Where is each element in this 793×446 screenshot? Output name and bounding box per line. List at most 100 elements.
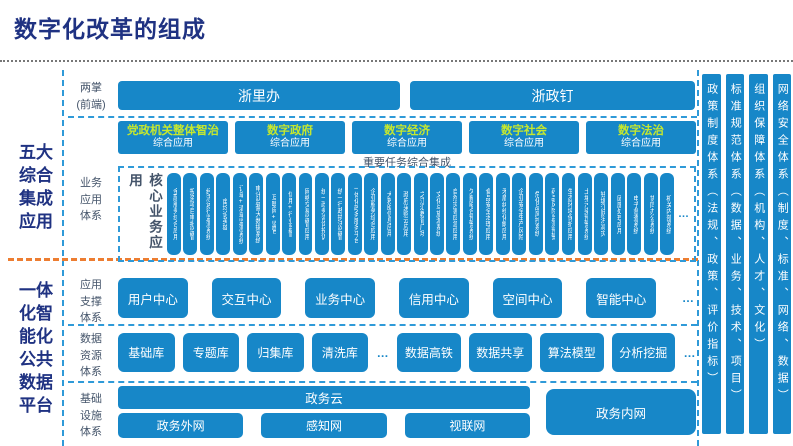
support-center-box: 智能中心 <box>586 278 657 318</box>
core-app-bar: 大救助信息应用 <box>380 173 395 255</box>
data-row-label: 数据资源体系 <box>66 331 116 381</box>
core-app-bar-label: 政府采购云应用 <box>401 191 408 237</box>
five-apps-row: 党政机关整体智治 综合应用 数字政府 综合应用 数字经济 综合应用 数字社会 综… <box>118 121 696 154</box>
comprehensive-app-subtitle: 综合应用 <box>153 138 193 150</box>
core-app-bar-label: 投资项目审批监管 <box>187 188 194 240</box>
gov-network-box: 视联网 <box>404 413 530 438</box>
page-title: 数字化改革的组成 <box>14 16 206 42</box>
business-row-label: 业务应用体系 <box>66 175 116 225</box>
support-row-label-text: 应用支撑体系 <box>80 279 102 324</box>
data-services: 数据高铁 数据共享 算法模型 分析挖掘 <box>397 333 675 372</box>
core-app-bar: 土壤污染预警系统 <box>577 173 592 255</box>
support-center-box: 交互中心 <box>211 278 282 318</box>
core-app-bar: 药品风险监测预警 <box>545 173 559 255</box>
core-app-bar: 投资项目审批监管 <box>183 173 198 255</box>
data-libraries: 基础库 专题库 归集库 清洗库 <box>118 333 369 372</box>
data-service-box: 算法模型 <box>540 333 604 372</box>
data-library-box: 归集库 <box>247 333 304 372</box>
guarantee-column: 组织保障体系（机构、人才、文化） <box>749 74 768 434</box>
core-apps-ellipsis: … <box>678 208 689 220</box>
gov-network-box: 感知网 <box>261 413 387 438</box>
data-library-box: 专题库 <box>182 333 240 372</box>
comprehensive-app-name: 数字法治 <box>618 125 664 138</box>
core-app-bar: 网络交易监管应用 <box>298 173 313 255</box>
front-row-label: 两掌 (前端) <box>66 80 116 113</box>
guarantee-column: 标准规范体系（数据、业务、技术、项目） <box>725 74 744 434</box>
core-apps-bars: 金融服务综合应用 投资项目审批监管 经济运行监测系统 亩均论英雄 订单+清单监测… <box>167 173 675 255</box>
core-apps-label-text: 核心业务应用 <box>127 173 162 251</box>
front-row-label-line2: (前端) <box>76 98 106 111</box>
core-app-bar: 亩均论英雄 <box>216 173 231 255</box>
core-app-bar-label: 电子督查系统 <box>631 194 638 234</box>
core-app-bar-label: 企业服务综合应用 <box>368 188 375 240</box>
title-divider <box>0 60 793 62</box>
core-app-bar: 统一行政执法监管 <box>331 173 346 255</box>
comprehensive-app-subtitle: 综合应用 <box>270 138 310 150</box>
core-app-bar-label: 机关内部系统 <box>664 194 671 234</box>
left-label-platform: 一体化智能化公共数据平台 <box>19 281 53 415</box>
comprehensive-app-subtitle: 综合应用 <box>387 138 427 150</box>
data-service-box: 数据高铁 <box>397 333 461 372</box>
guarantee-column-text: 组织保障体系（机构、人才、文化） <box>752 83 765 355</box>
core-app-bar-label: 钱塘江防洪减灾 <box>598 191 605 237</box>
data-library-box: 基础库 <box>118 333 175 372</box>
right-dashed-border <box>697 70 699 446</box>
guarantee-column-text: 政策制度体系（法规、政策、评价指标） <box>705 83 718 389</box>
core-app-bar: 金融服务综合应用 <box>167 173 181 255</box>
support-ellipsis: … <box>682 291 694 305</box>
core-app-bar: 生态环境保护应用 <box>561 173 576 255</box>
comprehensive-app-name: 数字经济 <box>384 125 430 138</box>
core-app-bar-label: 矛盾纠纷化解应用 <box>500 188 507 240</box>
dashed-divider-support <box>68 324 697 326</box>
guarantee-column-text: 网络安全体系（制度、标准、网络、数据） <box>776 83 789 406</box>
core-app-bar-label: 欠薪联合预警系统 <box>467 188 474 240</box>
core-app-bar-label: 生态环境保护应用 <box>565 188 572 240</box>
core-app-bar-label: 统一行政执法监管 <box>335 188 342 240</box>
core-app-bar: 之江汇教育广场 <box>413 173 428 255</box>
core-app-bar-label: 药品风险监测预警 <box>549 188 556 240</box>
gov-cloud-box: 政务云 <box>118 386 530 409</box>
core-app-bar: 食品安全治理应用 <box>479 173 494 255</box>
core-app-bar: 政府采购云应用 <box>397 173 412 255</box>
core-app-bar-label: 危化品风控系统 <box>533 191 539 237</box>
core-app-bar: 矛盾纠纷化解应用 <box>495 173 510 255</box>
data-row-label-text: 数据资源体系 <box>80 333 102 378</box>
core-app-bar-label: 亩均论英雄 <box>220 197 227 231</box>
front-row-label-line1: 两掌 <box>80 82 102 94</box>
core-app-bar: 危化品风控系统 <box>528 173 543 255</box>
core-app-bar: 自然灾害应急应用 <box>446 173 461 255</box>
core-app-bar: 订单+清单监测系统 <box>232 173 247 255</box>
business-row-label-text: 业务应用体系 <box>80 177 102 222</box>
front-app-zheliban: 浙里办 <box>118 81 400 110</box>
comprehensive-app-box: 数字政府 综合应用 <box>235 121 345 154</box>
guarantee-column: 政策制度体系（法规、政策、评价指标） <box>702 74 721 434</box>
comprehensive-app-name: 数字社会 <box>501 125 547 138</box>
support-center-box: 用户中心 <box>118 278 188 318</box>
dashed-divider-front <box>68 116 697 118</box>
gov-intranet-box: 政务内网 <box>546 389 696 435</box>
core-app-bar-label: 文化与旅游系统 <box>434 191 441 237</box>
core-app-bar: 一体化政务服务平台 <box>347 173 362 255</box>
core-app-bar: 欠薪联合预警系统 <box>462 173 477 255</box>
core-app-bar: 经济运行监测系统 <box>199 173 214 255</box>
data-service-box: 数据共享 <box>468 333 533 372</box>
comprehensive-app-name: 党政机关整体智治 <box>127 125 219 138</box>
core-app-bar: 固废处理应用 <box>610 173 625 255</box>
core-app-bar-label: 协同办公系统 <box>648 194 655 234</box>
core-app-bar-label: 之江汇教育广场 <box>417 191 424 237</box>
data-service-box: 分析挖掘 <box>611 333 675 372</box>
comprehensive-app-box: 数字经济 综合应用 <box>352 121 462 154</box>
support-center-box: 业务中心 <box>305 278 376 318</box>
core-app-bar: 互联网+监管 <box>265 173 280 255</box>
core-app-bar: 信用+行业监管 <box>282 173 296 255</box>
core-app-bar: 文化与旅游系统 <box>430 173 444 255</box>
support-centers: 用户中心 交互中心 业务中心 信用中心 空间中心 智能中心 <box>118 278 657 318</box>
core-app-bar: 统一政务咨询投诉 <box>314 173 329 255</box>
core-app-bar-label: 互联网+监管 <box>270 194 276 234</box>
core-app-bar: 企业服务综合应用 <box>364 173 379 255</box>
comprehensive-app-subtitle: 综合应用 <box>504 138 544 150</box>
core-app-bar-label: 统一政务咨询投诉 <box>319 188 326 240</box>
front-app-zhezhengding: 浙政钉 <box>410 81 695 110</box>
data-resources-row: 基础库 专题库 归集库 清洗库 … 数据高铁 数据共享 算法模型 分析挖掘 … <box>118 333 696 372</box>
comprehensive-app-box: 数字社会 综合应用 <box>469 121 579 154</box>
